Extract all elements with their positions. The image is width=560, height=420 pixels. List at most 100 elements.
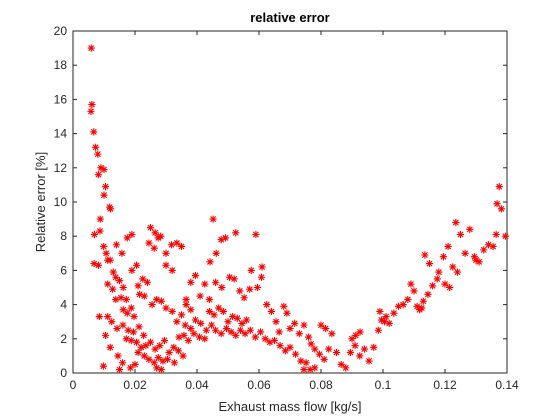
data-point bbox=[205, 307, 213, 316]
data-point bbox=[128, 266, 136, 274]
data-point bbox=[252, 230, 260, 239]
data-point bbox=[433, 275, 441, 283]
data-point bbox=[207, 321, 216, 329]
data-point bbox=[130, 312, 138, 321]
data-point bbox=[114, 352, 122, 360]
data-point bbox=[87, 107, 95, 115]
data-point bbox=[475, 258, 483, 266]
data-point bbox=[305, 333, 313, 341]
data-point bbox=[332, 348, 341, 357]
data-point bbox=[413, 302, 421, 310]
data-point bbox=[115, 277, 124, 285]
data-point bbox=[129, 328, 138, 336]
data-point bbox=[407, 280, 415, 288]
data-point bbox=[109, 285, 117, 293]
data-point bbox=[446, 283, 454, 292]
data-point bbox=[131, 360, 139, 369]
data-point bbox=[104, 280, 112, 288]
data-point bbox=[283, 309, 291, 317]
data-point bbox=[187, 278, 195, 286]
x-tick-label: 0.12 bbox=[433, 378, 457, 392]
data-point bbox=[360, 345, 368, 353]
data-point bbox=[322, 324, 330, 333]
data-point bbox=[88, 100, 96, 109]
data-point bbox=[307, 340, 315, 348]
data-point bbox=[150, 359, 158, 367]
data-point bbox=[439, 253, 448, 261]
data-point bbox=[275, 328, 283, 336]
data-point bbox=[168, 266, 176, 274]
data-point bbox=[224, 318, 232, 326]
data-point bbox=[236, 326, 244, 334]
data-point bbox=[229, 312, 237, 321]
data-point bbox=[181, 321, 189, 329]
data-point bbox=[190, 330, 198, 338]
data-point bbox=[97, 164, 105, 172]
data-point bbox=[159, 357, 167, 365]
data-point bbox=[444, 242, 452, 251]
data-point bbox=[127, 304, 135, 312]
data-point bbox=[122, 295, 130, 304]
data-point bbox=[180, 331, 188, 339]
x-tick-label: 0.04 bbox=[185, 378, 209, 392]
x-axis-ticks: 0 0.02 0.04 0.06 0.08 0.1 0.12 0.14 bbox=[70, 31, 519, 392]
data-point bbox=[356, 352, 364, 360]
data-point bbox=[492, 230, 500, 239]
data-point bbox=[145, 239, 153, 247]
data-point bbox=[154, 354, 162, 362]
data-point bbox=[106, 343, 114, 351]
data-point bbox=[117, 294, 125, 302]
y-axis-ticks: 0 2 4 6 8 10 12 14 16 18 20 bbox=[54, 24, 507, 380]
data-point bbox=[162, 249, 170, 257]
data-point bbox=[441, 280, 449, 288]
data-point bbox=[115, 365, 124, 374]
data-point bbox=[134, 282, 142, 290]
data-point bbox=[105, 203, 114, 211]
data-point bbox=[247, 266, 255, 274]
y-tick-label: 18 bbox=[54, 58, 68, 72]
data-point bbox=[94, 261, 103, 269]
data-point bbox=[276, 342, 284, 350]
data-point bbox=[470, 253, 479, 261]
data-point bbox=[112, 273, 120, 281]
data-point bbox=[106, 205, 115, 213]
data-point bbox=[325, 345, 333, 353]
data-point bbox=[170, 359, 178, 367]
data-point bbox=[302, 359, 310, 367]
data-point bbox=[100, 191, 108, 199]
data-point bbox=[175, 333, 183, 341]
y-tick-label: 4 bbox=[60, 298, 67, 312]
data-point bbox=[126, 364, 134, 372]
data-point bbox=[119, 283, 127, 292]
data-point bbox=[256, 328, 265, 336]
data-point bbox=[449, 263, 457, 271]
data-point bbox=[174, 347, 182, 355]
data-point bbox=[452, 218, 460, 227]
data-point bbox=[173, 239, 181, 247]
data-point bbox=[501, 232, 510, 240]
data-point bbox=[140, 292, 148, 300]
data-point bbox=[429, 282, 437, 290]
x-axis-label: Exhaust mass flow [kg/s] bbox=[218, 399, 361, 414]
data-point bbox=[489, 242, 497, 251]
data-point bbox=[225, 273, 234, 281]
data-point bbox=[286, 324, 294, 333]
data-point bbox=[146, 338, 155, 346]
chart-title: relative error bbox=[250, 10, 330, 25]
data-point bbox=[101, 331, 110, 339]
y-tick-label: 0 bbox=[60, 366, 67, 380]
data-point bbox=[140, 331, 148, 339]
y-tick-label: 16 bbox=[54, 92, 68, 106]
data-point bbox=[233, 314, 241, 322]
data-point bbox=[227, 328, 235, 336]
data-point bbox=[177, 242, 186, 251]
data-point bbox=[101, 183, 110, 191]
y-tick-label: 8 bbox=[60, 229, 67, 243]
data-point bbox=[112, 295, 120, 304]
data-point bbox=[337, 360, 345, 369]
data-point bbox=[151, 345, 159, 353]
data-point bbox=[280, 302, 288, 310]
data-point bbox=[140, 352, 148, 360]
data-point bbox=[146, 224, 155, 232]
data-point bbox=[90, 128, 98, 136]
